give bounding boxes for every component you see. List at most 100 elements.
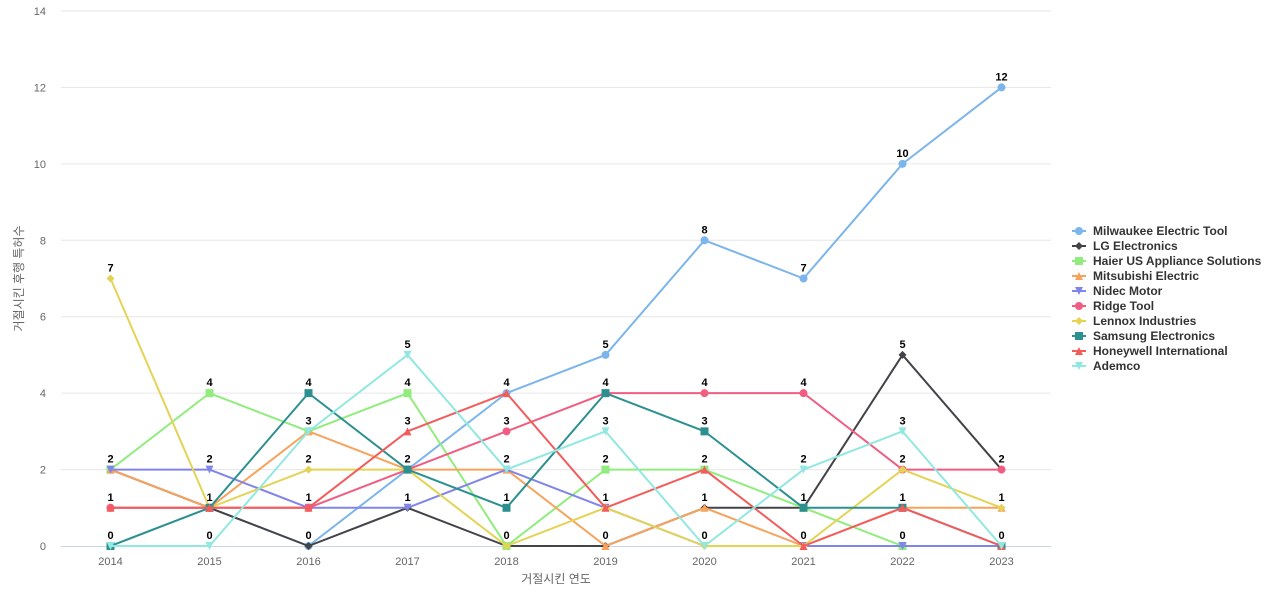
legend-marker [1075, 332, 1083, 340]
legend-item[interactable]: Mitsubishi Electric [1072, 269, 1199, 283]
data-point [403, 503, 412, 512]
data-label: 12 [995, 71, 1007, 83]
data-point [403, 465, 412, 474]
legend-item[interactable]: Haier US Appliance Solutions [1072, 254, 1262, 268]
data-point [304, 503, 313, 512]
legend-label: Ademco [1093, 359, 1140, 373]
data-point [601, 427, 610, 436]
data-point [997, 503, 1006, 512]
legend-item[interactable]: Samsung Electronics [1072, 329, 1215, 343]
data-point [799, 542, 808, 550]
data-point [304, 389, 313, 398]
data-label: 1 [206, 492, 212, 504]
legend-label: Samsung Electronics [1093, 329, 1215, 343]
legend-item[interactable]: LG Electronics [1072, 239, 1178, 253]
legend-item[interactable]: Milwaukee Electric Tool [1072, 224, 1227, 238]
data-point [205, 389, 214, 398]
legend-marker [1075, 362, 1083, 370]
data-label: 4 [404, 377, 411, 389]
data-point [898, 465, 907, 474]
y-tick-label: 10 [34, 159, 46, 171]
data-label: 5 [602, 339, 608, 351]
data-point [700, 465, 709, 474]
data-label: 4 [701, 377, 708, 389]
data-label: 1 [899, 492, 905, 504]
data-label: 0 [800, 530, 806, 542]
y-tick-label: 4 [40, 388, 46, 400]
data-labels: 7210421043210543214321054321084321074210… [107, 71, 1007, 542]
data-label: 1 [998, 492, 1004, 504]
data-label: 2 [998, 454, 1004, 466]
series-line[interactable] [109, 353, 1003, 547]
data-label: 2 [206, 454, 212, 466]
y-tick-label: 8 [40, 235, 46, 247]
data-label: 0 [503, 530, 509, 542]
x-tick-label: 2023 [989, 556, 1013, 568]
x-tick-label: 2017 [395, 556, 419, 568]
legend-marker [1075, 317, 1083, 325]
data-point [106, 274, 115, 283]
data-label: 3 [701, 415, 707, 427]
data-point [700, 503, 709, 512]
x-tick-label: 2021 [791, 556, 815, 568]
y-tick-label: 12 [34, 82, 46, 94]
data-label: 7 [107, 263, 113, 275]
data-label: 1 [701, 492, 707, 504]
data-label: 2 [602, 454, 608, 466]
data-label: 2 [800, 454, 806, 466]
data-point [403, 350, 412, 359]
data-label: 0 [107, 530, 113, 542]
legend-marker [1075, 302, 1083, 310]
data-point [502, 389, 511, 398]
data-label: 2 [305, 454, 311, 466]
data-point [205, 465, 214, 474]
legend-label: LG Electronics [1093, 239, 1178, 253]
series-ademco[interactable] [106, 350, 1006, 550]
data-label: 2 [107, 454, 113, 466]
data-point [601, 389, 610, 398]
data-label: 3 [305, 415, 311, 427]
data-label: 1 [107, 492, 113, 504]
data-label: 3 [899, 415, 905, 427]
data-label: 1 [503, 492, 509, 504]
data-point [898, 503, 907, 512]
data-point [106, 465, 115, 474]
legend-marker [1075, 242, 1083, 250]
legend-item[interactable]: Ademco [1072, 359, 1140, 373]
data-point [997, 465, 1006, 474]
data-point [898, 427, 907, 436]
data-label: 4 [503, 377, 510, 389]
x-tick-label: 2022 [890, 556, 914, 568]
data-label: 2 [701, 454, 707, 466]
data-point [898, 542, 907, 550]
y-axis-ticks: 0 2 4 6 8 10 12 14 [34, 6, 46, 553]
legend-item[interactable]: Lennox Industries [1072, 314, 1197, 328]
data-label: 5 [899, 339, 905, 351]
data-point [898, 159, 907, 168]
legend-item[interactable]: Honeywell International [1072, 344, 1228, 358]
legend-item[interactable]: Ridge Tool [1072, 299, 1154, 313]
data-label: 2 [503, 454, 509, 466]
data-point [502, 503, 511, 512]
grid-lines [61, 10, 1051, 471]
data-label: 4 [800, 377, 807, 389]
data-point [403, 389, 412, 398]
data-point [304, 465, 313, 474]
y-tick-label: 6 [40, 312, 46, 324]
data-point [205, 503, 214, 512]
data-point [304, 427, 313, 436]
y-tick-label: 14 [34, 6, 46, 18]
legend-item[interactable]: Nidec Motor [1072, 284, 1163, 298]
data-point [601, 465, 610, 474]
data-label: 3 [404, 415, 410, 427]
data-label: 1 [404, 492, 410, 504]
data-point [205, 542, 214, 550]
data-label: 10 [896, 148, 908, 160]
legend-label: Nidec Motor [1093, 284, 1163, 298]
legend-marker [1075, 257, 1083, 265]
data-point [502, 465, 511, 474]
y-tick-label: 0 [40, 541, 46, 553]
data-point [601, 350, 610, 359]
